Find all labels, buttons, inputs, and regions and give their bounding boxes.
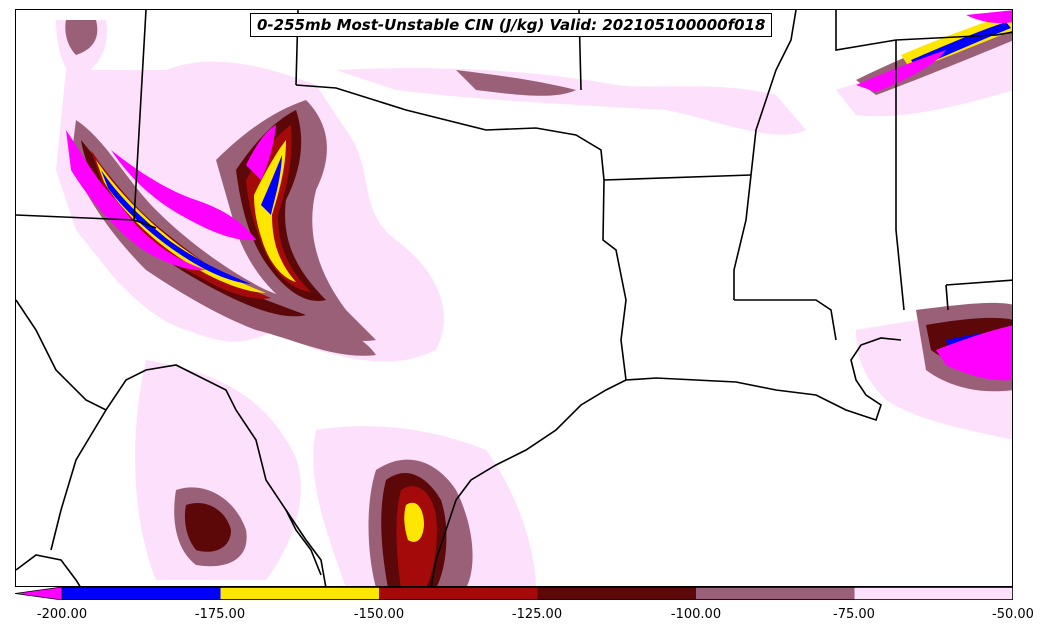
colorbar-tick-label: -75.00 xyxy=(833,607,875,622)
colorbar-bin-75-50 xyxy=(854,587,1013,600)
colorbar-bin-200-175 xyxy=(62,587,221,600)
colorbar-tick-label: -100.00 xyxy=(670,607,722,622)
colorbar xyxy=(15,587,1013,600)
cin-shading xyxy=(56,10,1012,586)
colorbar-bin-150-125 xyxy=(379,587,538,600)
colorbar-bin-175-150 xyxy=(220,587,379,600)
colorbar-bin-125-100 xyxy=(537,587,696,600)
map-title: 0-255mb Most-Unstable CIN (J/kg) Valid: … xyxy=(250,13,773,37)
colorbar-tick-label: -200.00 xyxy=(36,607,88,622)
colorbar-tick-label: -175.00 xyxy=(194,607,246,622)
colorbar-bin-100-75 xyxy=(696,587,855,600)
map-panel xyxy=(15,9,1013,587)
colorbar-tick-label: -50.00 xyxy=(992,607,1034,622)
colorbar-tick-label: -125.00 xyxy=(511,607,563,622)
colorbar-tick-label: -150.00 xyxy=(353,607,405,622)
colorbar-under-extension xyxy=(15,587,63,600)
boundary-lines xyxy=(16,10,1012,586)
cin-field-map xyxy=(16,10,1012,586)
